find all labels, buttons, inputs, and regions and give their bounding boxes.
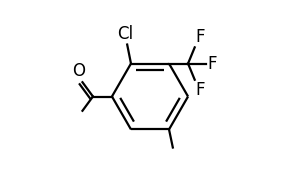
Text: O: O bbox=[72, 62, 85, 80]
Text: F: F bbox=[196, 81, 205, 99]
Text: Cl: Cl bbox=[117, 25, 133, 43]
Text: F: F bbox=[208, 55, 217, 73]
Text: F: F bbox=[196, 28, 205, 46]
